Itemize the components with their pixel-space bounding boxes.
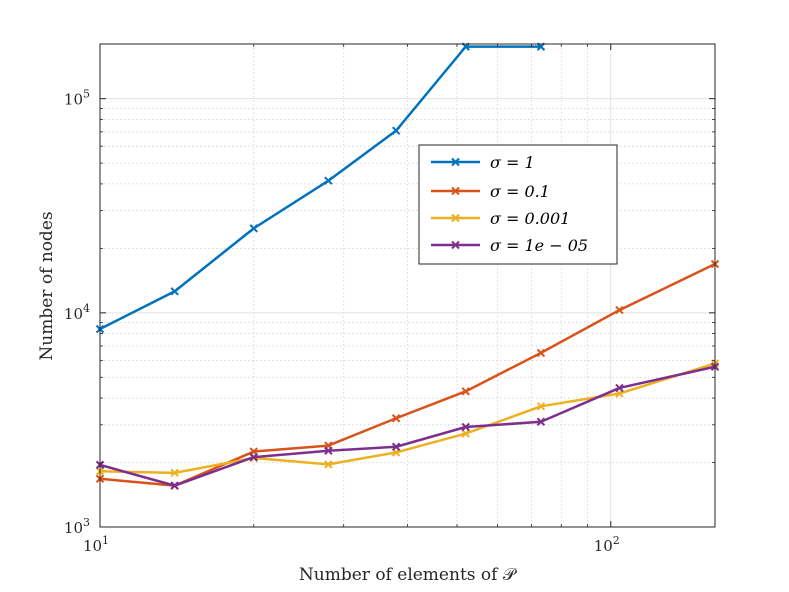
- y-tick-label: 105: [64, 88, 90, 109]
- marker-stroke: [249, 452, 258, 462]
- marker-stroke: [324, 176, 333, 185]
- marker-stroke: [536, 348, 546, 358]
- x-tick-label: 101: [83, 534, 109, 555]
- data-point: [324, 446, 333, 455]
- marker-stroke: [461, 387, 470, 396]
- legend-label: σ = 1: [490, 153, 535, 172]
- ticks: 101 102 103 104 105: [64, 44, 715, 555]
- legend-marker: [451, 240, 460, 250]
- data-point: [536, 348, 546, 358]
- marker-stroke: [170, 481, 179, 490]
- marker-stroke: [324, 460, 333, 469]
- legend-label: σ = 0.1: [490, 182, 550, 201]
- legend-label: σ = 1e − 05: [490, 236, 588, 255]
- legend-entry-4: σ = 1e − 05: [431, 236, 588, 255]
- data-point: [615, 305, 624, 315]
- data-point: [461, 387, 470, 396]
- marker-stroke: [536, 402, 546, 411]
- marker-stroke: [391, 126, 401, 135]
- legend-marker: [451, 157, 460, 167]
- marker-stroke: [249, 224, 258, 233]
- marker-stroke: [461, 429, 470, 438]
- marker-stroke: [391, 442, 401, 451]
- data-point: [461, 422, 470, 432]
- y-tick-label: 103: [64, 516, 90, 537]
- legend-marker: [451, 186, 460, 196]
- legend-label: σ = 0.001: [490, 209, 570, 228]
- data-point: [391, 414, 401, 423]
- y-axis-title: Number of nodes: [37, 211, 57, 360]
- data-point: [536, 417, 546, 426]
- data-point: [249, 452, 258, 462]
- series-layer: [95, 42, 720, 490]
- data-point: [324, 176, 333, 185]
- marker-stroke: [461, 422, 470, 432]
- data-point: [391, 442, 401, 451]
- marker-stroke: [451, 186, 460, 196]
- marker-stroke: [170, 287, 179, 296]
- legend-entry-2: σ = 0.1: [431, 182, 550, 201]
- data-point: [324, 460, 333, 469]
- data-point: [170, 481, 179, 490]
- marker-stroke: [451, 240, 460, 250]
- legend: σ = 1 σ = 0.1 σ = 0.001 σ = 1e − 05: [418, 144, 618, 265]
- legend-entry-1: σ = 1: [431, 153, 535, 172]
- marker-stroke: [615, 383, 624, 393]
- marker-stroke: [391, 414, 401, 423]
- data-point: [249, 224, 258, 233]
- marker-stroke: [451, 157, 460, 167]
- x-axis-title: Number of elements of 𝒫: [299, 565, 517, 585]
- data-point: [170, 287, 179, 296]
- legend-entry-3: σ = 0.001: [431, 209, 570, 228]
- data-point: [615, 383, 624, 393]
- marker-stroke: [451, 213, 460, 223]
- marker-stroke: [324, 446, 333, 455]
- y-tick-label: 104: [64, 302, 90, 323]
- marker-stroke: [170, 468, 179, 478]
- series-1: [95, 42, 546, 334]
- data-point: [170, 468, 179, 478]
- x-tick-label: 102: [594, 534, 620, 555]
- marker-stroke: [536, 417, 546, 426]
- legend-marker: [451, 213, 460, 223]
- data-point: [391, 126, 401, 135]
- data-point: [461, 429, 470, 438]
- marker-stroke: [615, 305, 624, 315]
- data-point: [536, 402, 546, 411]
